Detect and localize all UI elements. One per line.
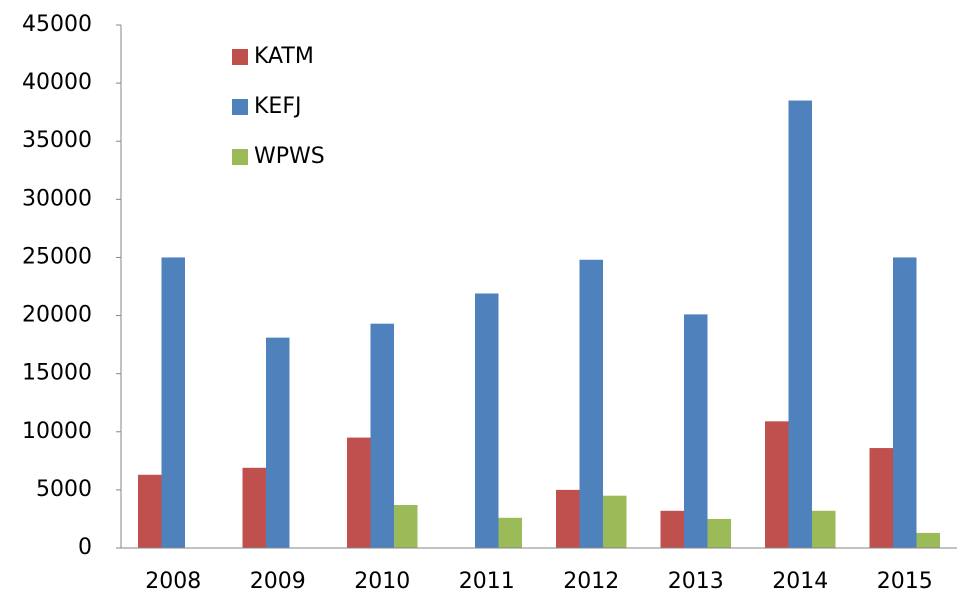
bar [370, 323, 394, 548]
bar [869, 448, 893, 548]
y-tick-label: 5000 [36, 477, 92, 502]
legend-label: KATM [254, 44, 314, 69]
bar [788, 100, 812, 549]
y-tick-label: 45000 [22, 12, 92, 37]
y-tick-label: 0 [78, 535, 92, 560]
bar [498, 517, 522, 548]
bar [812, 510, 836, 548]
legend-label: KEFJ [254, 94, 301, 119]
bar [707, 518, 731, 548]
bar [660, 510, 684, 548]
legend-swatch [232, 99, 248, 115]
bar [603, 495, 627, 548]
bar [765, 421, 789, 548]
x-tick-label: 2012 [563, 569, 619, 594]
legend-swatch [232, 149, 248, 165]
y-tick-label: 25000 [22, 244, 92, 269]
y-tick-label: 20000 [22, 303, 92, 328]
bar [916, 532, 940, 548]
bar [347, 437, 371, 548]
bar [266, 337, 290, 548]
bar [893, 257, 917, 548]
bar [475, 293, 499, 548]
bar [579, 259, 603, 548]
x-tick-label: 2010 [354, 569, 410, 594]
bar [242, 467, 266, 548]
x-tick-label: 2013 [668, 569, 724, 594]
y-tick-label: 10000 [22, 419, 92, 444]
y-tick-label: 35000 [22, 128, 92, 153]
x-tick-label: 2011 [459, 569, 515, 594]
bar [684, 314, 708, 548]
bar [394, 504, 418, 548]
x-tick-label: 2009 [250, 569, 306, 594]
bar [161, 257, 185, 548]
bar [138, 474, 162, 548]
y-tick-label: 15000 [22, 361, 92, 386]
x-tick-label: 2015 [877, 569, 933, 594]
x-tick-label: 2014 [772, 569, 828, 594]
legend-label: WPWS [254, 144, 325, 169]
y-tick-label: 40000 [22, 70, 92, 95]
y-tick-label: 30000 [22, 186, 92, 211]
bar [556, 489, 580, 548]
legend-swatch [232, 49, 248, 65]
x-tick-label: 2008 [145, 569, 201, 594]
